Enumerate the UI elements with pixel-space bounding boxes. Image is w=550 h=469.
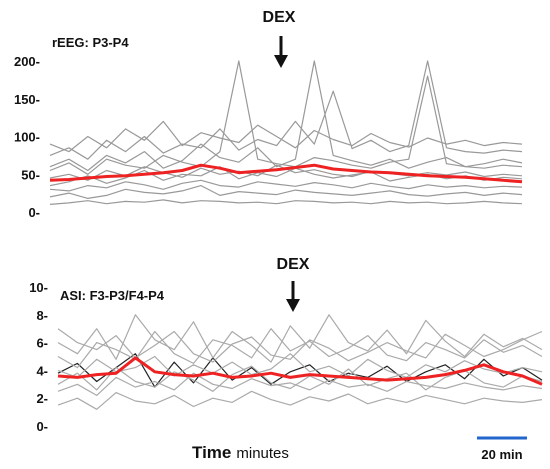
- subject-trace: [57, 390, 543, 410]
- y-tick-label: 50-: [21, 167, 40, 182]
- subject-trace: [49, 60, 523, 160]
- y-tick-label: 10-: [29, 280, 48, 295]
- x-axis-label-unit: minutes: [236, 445, 289, 462]
- y-tick-label: 200-: [14, 54, 40, 69]
- panel-bottom: DEX ASI: F3-P3/F4-P4 10- 8- 6- 4- 2- 0-: [29, 256, 543, 434]
- y-tick-label: 4-: [36, 363, 48, 378]
- y-tick-label: 2-: [36, 391, 48, 406]
- series-top: [49, 60, 523, 205]
- mean-trace: [57, 356, 543, 386]
- subject-trace: [49, 185, 523, 199]
- subject-trace: [57, 328, 543, 369]
- y-tick-label: 0-: [28, 205, 40, 220]
- subject-trace: [57, 314, 543, 363]
- x-axis-label: Time minutes: [192, 443, 289, 462]
- y-tick-label: 8-: [36, 308, 48, 323]
- subject-trace: [49, 120, 523, 153]
- y-tick-label: 100-: [14, 130, 40, 145]
- x-axis-label-bold: Time: [192, 443, 231, 462]
- dex-annotation-bottom: DEX: [277, 256, 310, 273]
- panel-label-top: rEEG: P3-P4: [52, 35, 129, 50]
- subject-trace: [57, 328, 543, 363]
- y-tick-label: 0-: [36, 419, 48, 434]
- series-bottom: [57, 314, 543, 410]
- dex-arrow-top: [274, 36, 288, 68]
- y-ticks-bottom: 10- 8- 6- 4- 2- 0-: [29, 280, 48, 434]
- mean-trace: [49, 163, 523, 184]
- subject-trace: [57, 372, 543, 396]
- y-tick-label: 6-: [36, 336, 48, 351]
- subject-trace: [49, 199, 523, 205]
- dex-arrow-bottom: [286, 281, 300, 312]
- subject-trace: [49, 179, 523, 192]
- subject-trace: [57, 353, 543, 378]
- y-ticks-top: 200- 150- 100- 50- 0-: [14, 54, 40, 220]
- y-tick-label: 150-: [14, 92, 40, 107]
- dex-annotation-top: DEX: [263, 9, 296, 26]
- panel-label-bottom: ASI: F3-P3/F4-P4: [60, 288, 165, 303]
- scale-bar-label: 20 min: [481, 447, 522, 462]
- subject-trace: [49, 60, 523, 175]
- subject-trace: [49, 60, 523, 172]
- panel-top: DEX rEEG: P3-P4 200- 150- 100- 50- 0-: [14, 9, 523, 220]
